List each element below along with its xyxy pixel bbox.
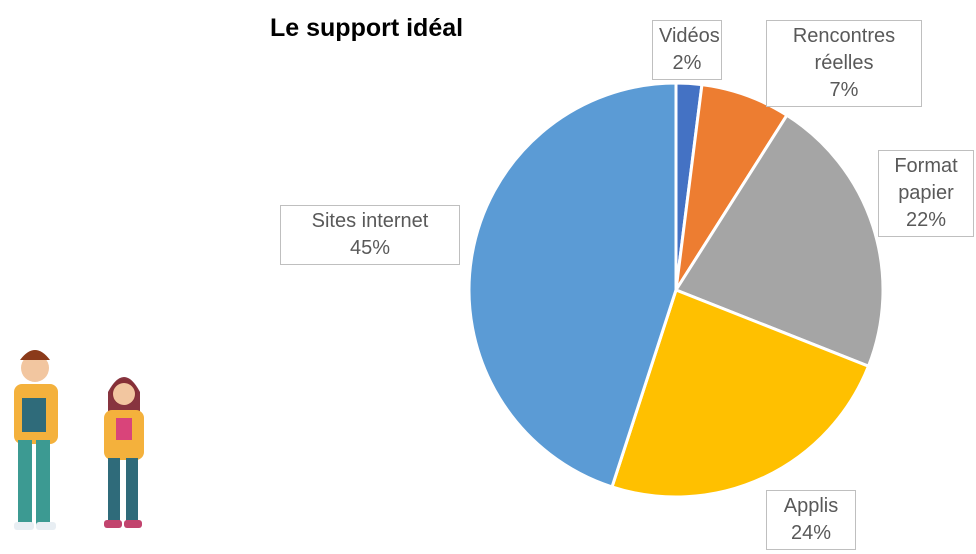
data-label: Applis 24% — [766, 490, 856, 550]
category-label: Rencontres réelles — [792, 25, 896, 74]
data-label: Vidéos 2% — [652, 20, 722, 80]
category-label: Vidéos — [659, 25, 720, 47]
data-label: Rencontres réelles 7% — [766, 20, 922, 107]
pie-slice — [610, 288, 871, 499]
pie-slice — [467, 81, 678, 489]
category-label: Applis — [783, 495, 839, 517]
value-label: 45% — [349, 237, 391, 259]
data-label: Sites internet 45% — [280, 205, 460, 265]
illustration — [14, 350, 144, 530]
category-label: Sites internet — [311, 210, 429, 232]
data-label: Format papier 22% — [878, 150, 974, 237]
value-label: 22% — [905, 209, 947, 231]
value-label: 2% — [672, 52, 702, 74]
value-label: 24% — [790, 522, 832, 544]
pie-slice — [673, 113, 885, 369]
category-label: Format papier — [894, 155, 958, 204]
chart-title: Le support idéal — [270, 14, 464, 42]
value-label: 7% — [829, 79, 859, 101]
